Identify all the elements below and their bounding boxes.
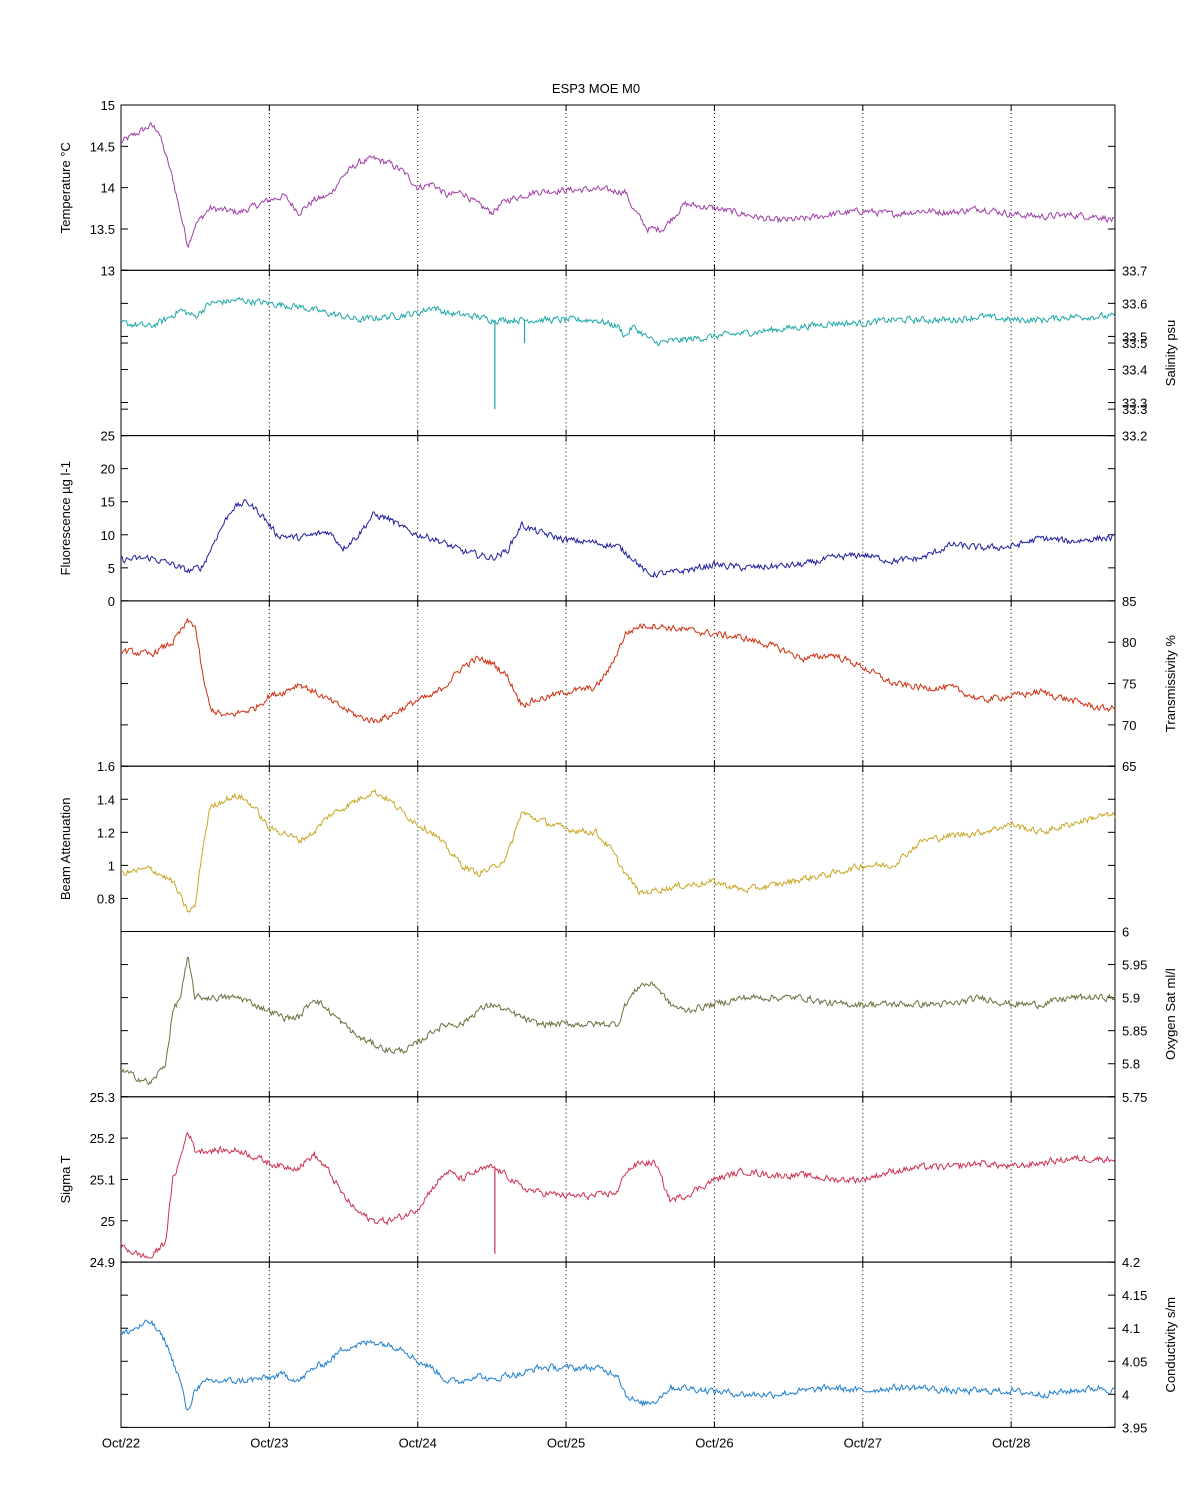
x-tick-label: Oct/25 — [547, 1435, 585, 1450]
panel-temperature: 13 13.5 14 14.5 15 Temperature °C — [58, 98, 1116, 278]
y-tick-label: 5.85 — [1122, 1024, 1147, 1039]
y-tick-label: 33.3 — [1122, 402, 1147, 417]
y-tick-label: 25.3 — [90, 1090, 115, 1105]
y-axis-label: Sigma T — [58, 1155, 73, 1203]
y-tick-label: 33.3 — [1122, 396, 1147, 411]
panel-sigma_t: 24.9 25 25.1 25.2 25.3 Sigma T — [58, 1090, 1116, 1270]
y-tick-label: 1 — [108, 858, 115, 873]
y-axis-label: Fluorescence µg l-1 — [58, 461, 73, 575]
y-tick-label: 25 — [101, 1214, 115, 1229]
y-tick-label: 33.6 — [1122, 296, 1147, 311]
y-tick-label: 14.5 — [90, 139, 115, 154]
y-tick-label: 33.2 — [1122, 429, 1147, 444]
panel-frame — [120, 104, 1116, 271]
panel-beam_attenuation: 0.8 1 1.2 1.4 1.6 Beam Attenuation — [58, 759, 1116, 933]
panel-frame — [120, 931, 1116, 1098]
y-tick-label: 4.05 — [1122, 1354, 1147, 1369]
y-tick-label: 1.2 — [97, 825, 115, 840]
y-tick-label: 75 — [1122, 677, 1136, 692]
y-tick-label: 14 — [101, 181, 115, 196]
y-tick-label: 4.15 — [1122, 1288, 1147, 1303]
y-tick-label: 6 — [1122, 925, 1129, 940]
y-tick-label: 10 — [101, 528, 115, 543]
panel-conductivity: 3.95 4 4.05 4.1 4.15 4.2 Conductivity s/m — [120, 1255, 1178, 1435]
y-tick-label: 1.6 — [97, 759, 115, 774]
panel-frame — [120, 1096, 1116, 1263]
y-axis-label: Beam Attenuation — [58, 798, 73, 901]
y-tick-label: 5.75 — [1122, 1090, 1147, 1105]
x-tick-label: Oct/26 — [695, 1435, 733, 1450]
y-tick-label: 0 — [108, 594, 115, 609]
y-tick-label: 3.95 — [1122, 1420, 1147, 1435]
y-tick-label: 65 — [1122, 759, 1136, 774]
y-tick-label: 13 — [101, 263, 115, 278]
y-axis-label: Conductivity s/m — [1163, 1297, 1178, 1392]
y-tick-label: 0.8 — [97, 891, 115, 906]
series-line-temperature — [120, 121, 1116, 249]
panel-frame — [120, 600, 1116, 767]
series-line-conductivity — [120, 1319, 1116, 1411]
y-tick-label: 25 — [101, 429, 115, 444]
series-line-transmissivity — [121, 617, 1116, 724]
panel-oxygen_sat: 5.75 5.8 5.85 5.9 5.95 6 Oxygen Sat ml/l — [120, 925, 1178, 1105]
y-axis-label: Temperature °C — [58, 142, 73, 233]
x-tick-label: Oct/22 — [102, 1435, 140, 1450]
y-tick-label: 70 — [1122, 718, 1136, 733]
x-tick-label: Oct/23 — [250, 1435, 288, 1450]
panel-frame — [120, 269, 1116, 437]
y-tick-label: 33.5 — [1122, 329, 1147, 344]
y-tick-label: 15 — [101, 495, 115, 510]
series-line-salinity — [120, 297, 1116, 347]
y-tick-label: 20 — [101, 462, 115, 477]
y-tick-label: 4.2 — [1122, 1255, 1140, 1270]
series-line-sigma_t — [120, 1131, 1116, 1259]
y-tick-label: 80 — [1122, 635, 1136, 650]
chart-title: ESP3 MOE M0 — [552, 81, 640, 96]
x-tick-label: Oct/28 — [992, 1435, 1030, 1450]
y-tick-label: 4.1 — [1122, 1321, 1140, 1336]
x-tick-label: Oct/27 — [844, 1435, 882, 1450]
series-line-beam_attenuation — [120, 788, 1116, 913]
y-tick-label: 5.8 — [1122, 1057, 1140, 1072]
y-tick-label: 33.7 — [1122, 263, 1147, 278]
y-tick-label: 13.5 — [90, 222, 115, 237]
y-axis-label: Transmissivity % — [1163, 635, 1178, 732]
y-axis-label: Oxygen Sat ml/l — [1163, 968, 1178, 1060]
y-tick-label: 1.4 — [97, 792, 115, 807]
y-tick-label: 25.2 — [90, 1131, 115, 1146]
y-tick-label: 4 — [1122, 1387, 1129, 1402]
y-tick-label: 33.5 — [1122, 336, 1147, 351]
panel-fluorescence: 0 5 10 15 20 25 Fluorescence µg l-1 — [58, 429, 1116, 609]
panel-frame — [120, 435, 1116, 602]
y-axis-label: Salinity psu — [1163, 320, 1178, 386]
y-tick-label: 24.9 — [90, 1255, 115, 1270]
y-tick-label: 85 — [1122, 594, 1136, 609]
series-line-oxygen_sat — [120, 956, 1116, 1086]
panel-salinity: 33.2 33.333.3 33.4 33.533.5 33.6 33.7 Salinity… — [120, 263, 1178, 444]
panel-frame — [120, 765, 1116, 933]
panel-transmissivity: 65 70 75 80 85 Transmissivity % — [120, 594, 1178, 774]
y-tick-label: 5.9 — [1122, 991, 1140, 1006]
panel-frame — [120, 1261, 1116, 1428]
series-line-fluorescence — [120, 498, 1116, 579]
y-tick-label: 33.4 — [1122, 362, 1147, 377]
y-tick-label: 5 — [108, 561, 115, 576]
y-tick-label: 15 — [101, 98, 115, 113]
y-tick-label: 5.95 — [1122, 958, 1147, 973]
x-axis: Oct/22 Oct/23 Oct/24 Oct/25 Oct/26 Oct/27 Oct/… — [102, 1435, 1030, 1450]
y-tick-label: 25.1 — [90, 1172, 115, 1187]
x-tick-label: Oct/24 — [399, 1435, 437, 1450]
